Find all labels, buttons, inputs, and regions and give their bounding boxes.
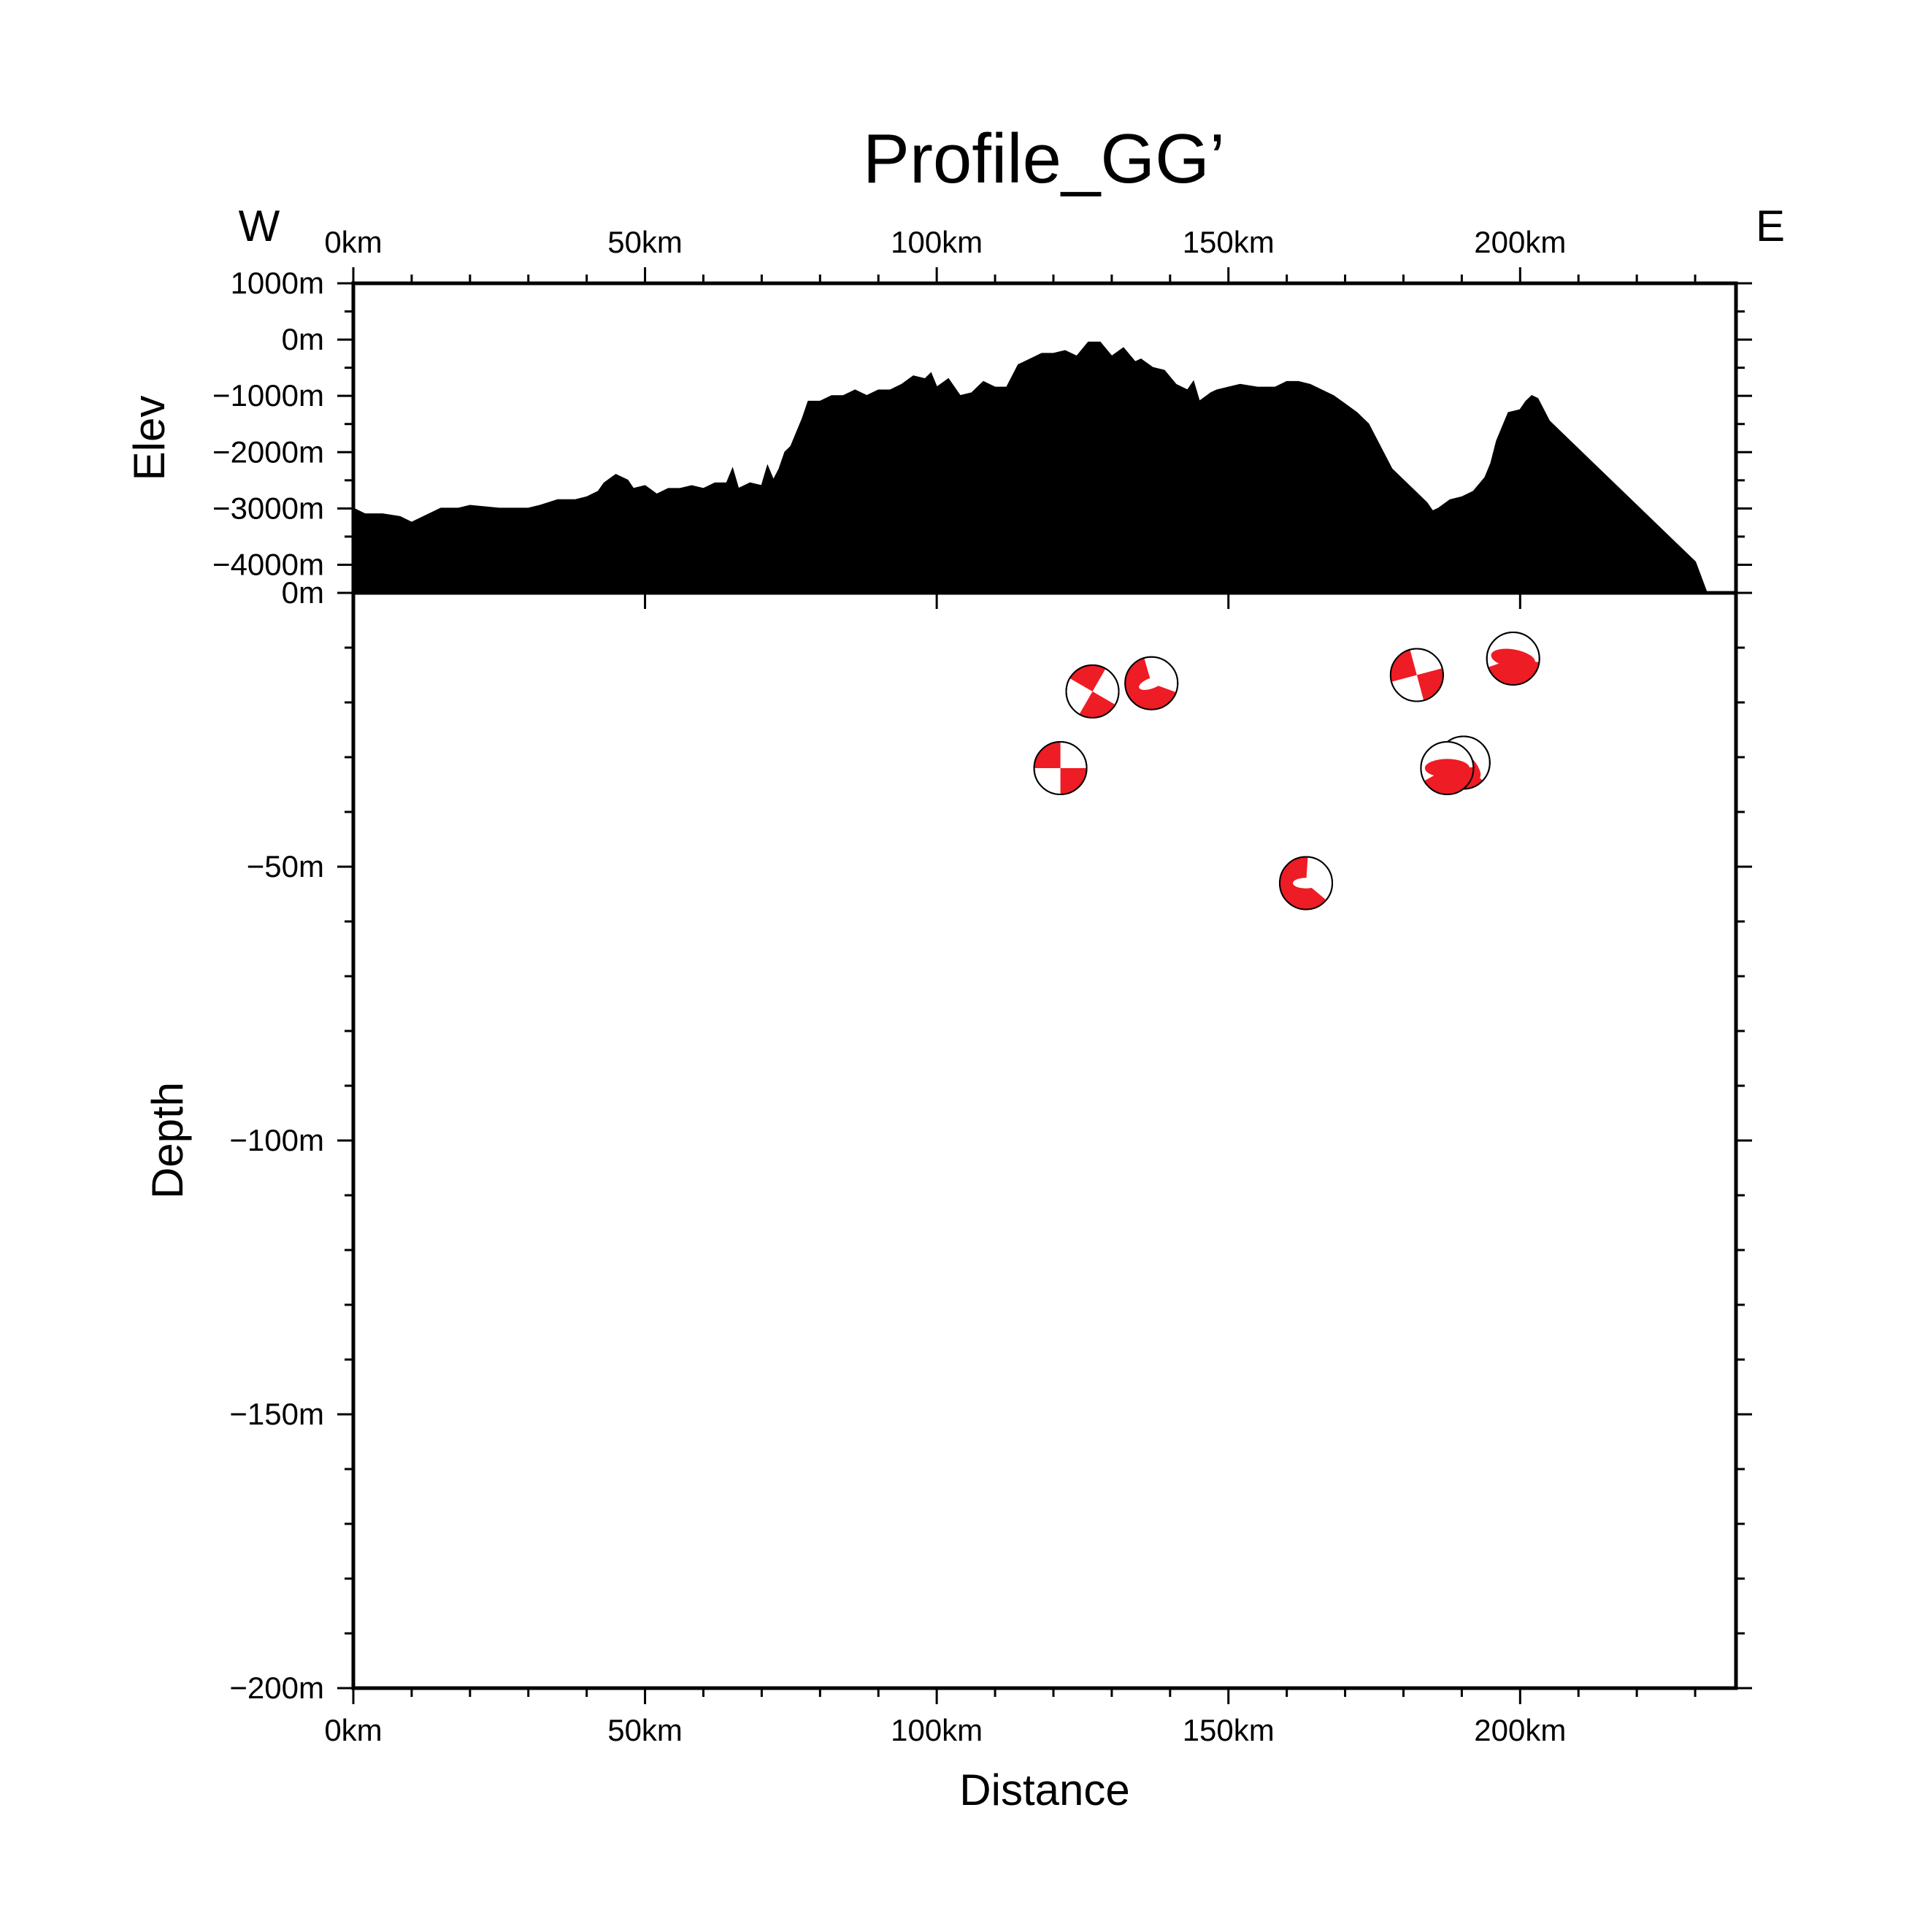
depth-tick-label: −200m: [229, 1671, 324, 1705]
beachball-lobe: [1293, 878, 1320, 889]
bottom-tick-label: 150km: [1183, 1713, 1275, 1747]
distance-axis: 0km 50km 100km 150km 200km: [324, 1688, 1697, 1747]
focal-mechanism: [1486, 632, 1540, 686]
elev-tick-label: 1000m: [231, 266, 324, 300]
top-tick-label: 50km: [607, 225, 683, 259]
elevation-axis-label: Elev: [125, 396, 174, 481]
beachball-outline: [1065, 664, 1120, 718]
focal-mechanism: [1279, 856, 1334, 911]
bottom-tick-label: 200km: [1474, 1713, 1566, 1747]
elev-tick-label: −1000m: [212, 378, 324, 413]
elev-tick-label: 0m: [282, 322, 324, 356]
focal-mechanism: [1033, 741, 1088, 795]
beachball-outline: [1389, 648, 1444, 702]
depth-y-axis: −50m −100m −150m −200m: [229, 591, 1752, 1705]
top-tick-label: 150km: [1183, 225, 1275, 259]
focal-mechanism: [1389, 648, 1444, 702]
bottom-tick-label: 0km: [324, 1713, 382, 1747]
beachball-outline: [1420, 741, 1475, 795]
beachball-outline: [1279, 856, 1334, 911]
top-tick-label: 0km: [324, 225, 382, 259]
focal-mechanism: [1124, 656, 1179, 710]
depth-tick-label: −100m: [229, 1123, 324, 1157]
depth-axis-label: Depth: [143, 1082, 192, 1199]
elev-tick-label: 0m: [282, 575, 324, 610]
beachball-quadrant: [1069, 665, 1106, 691]
elevation-area: [353, 341, 1736, 594]
beachball-outline: [1124, 656, 1179, 710]
top-tick-label: 100km: [891, 225, 983, 259]
beachball-lobe: [1424, 759, 1470, 778]
depth-tick-label: −50m: [247, 849, 324, 883]
beachball-outline: [1486, 632, 1540, 686]
depth-frame: [351, 591, 1738, 1690]
depth-panel: 0km 50km 100km 150km 200km −50m −100m −150m −20…: [143, 591, 1752, 1814]
depth-tick-label: −150m: [229, 1397, 324, 1431]
beachball-quadrant: [1060, 768, 1087, 794]
elev-tick-label: −3000m: [212, 491, 324, 525]
elev-tick-label: −2000m: [212, 434, 324, 469]
chart-title: Profile_GG’: [863, 120, 1225, 198]
west-label: W: [239, 202, 280, 250]
beachball-outline: [1033, 741, 1088, 795]
beachball-lobe: [1139, 676, 1164, 690]
focal-mechanism: [1420, 741, 1475, 795]
focal-mechanisms: [1033, 632, 1540, 911]
focal-mechanism: [1065, 664, 1120, 718]
top-tick-label: 200km: [1474, 225, 1566, 259]
elevation-panel: 0km 50km 100km 150km 200km 1000m 0m −1000m −200…: [125, 225, 1752, 610]
beachball-lobe: [1491, 648, 1535, 669]
elev-tick-label: −4000m: [212, 547, 324, 581]
elevation-top-axis: 0km 50km 100km 150km 200km: [324, 225, 1697, 609]
distance-axis-label: Distance: [959, 1766, 1129, 1814]
beachball-quadrant: [1034, 742, 1061, 768]
bottom-tick-label: 100km: [891, 1713, 983, 1747]
beachball-quadrant: [1079, 691, 1115, 718]
bottom-tick-label: 50km: [607, 1713, 683, 1747]
east-label: E: [1756, 202, 1785, 250]
